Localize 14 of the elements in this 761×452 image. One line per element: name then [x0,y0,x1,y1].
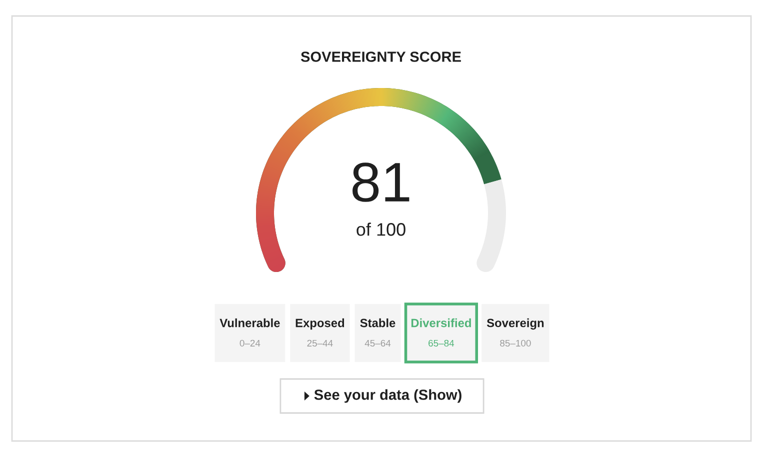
text: 65–84 [428,340,454,347]
text: 45–64 [364,340,391,347]
text: See your data (Show) [314,389,462,403]
text: 81 [352,162,410,202]
category-label: Diversified [411,318,471,328]
category-label: Stable [360,318,396,328]
category-label: Vulnerable [220,318,280,328]
text: 85–100 [500,340,531,347]
category-label: Sovereign [486,318,544,330]
text: of 100 [356,222,406,236]
chart-title: SOVEREIGNTY SCORE [300,52,461,62]
text: 0–24 [240,340,260,347]
text: 25–44 [307,340,333,347]
category-label: Exposed [296,318,344,330]
